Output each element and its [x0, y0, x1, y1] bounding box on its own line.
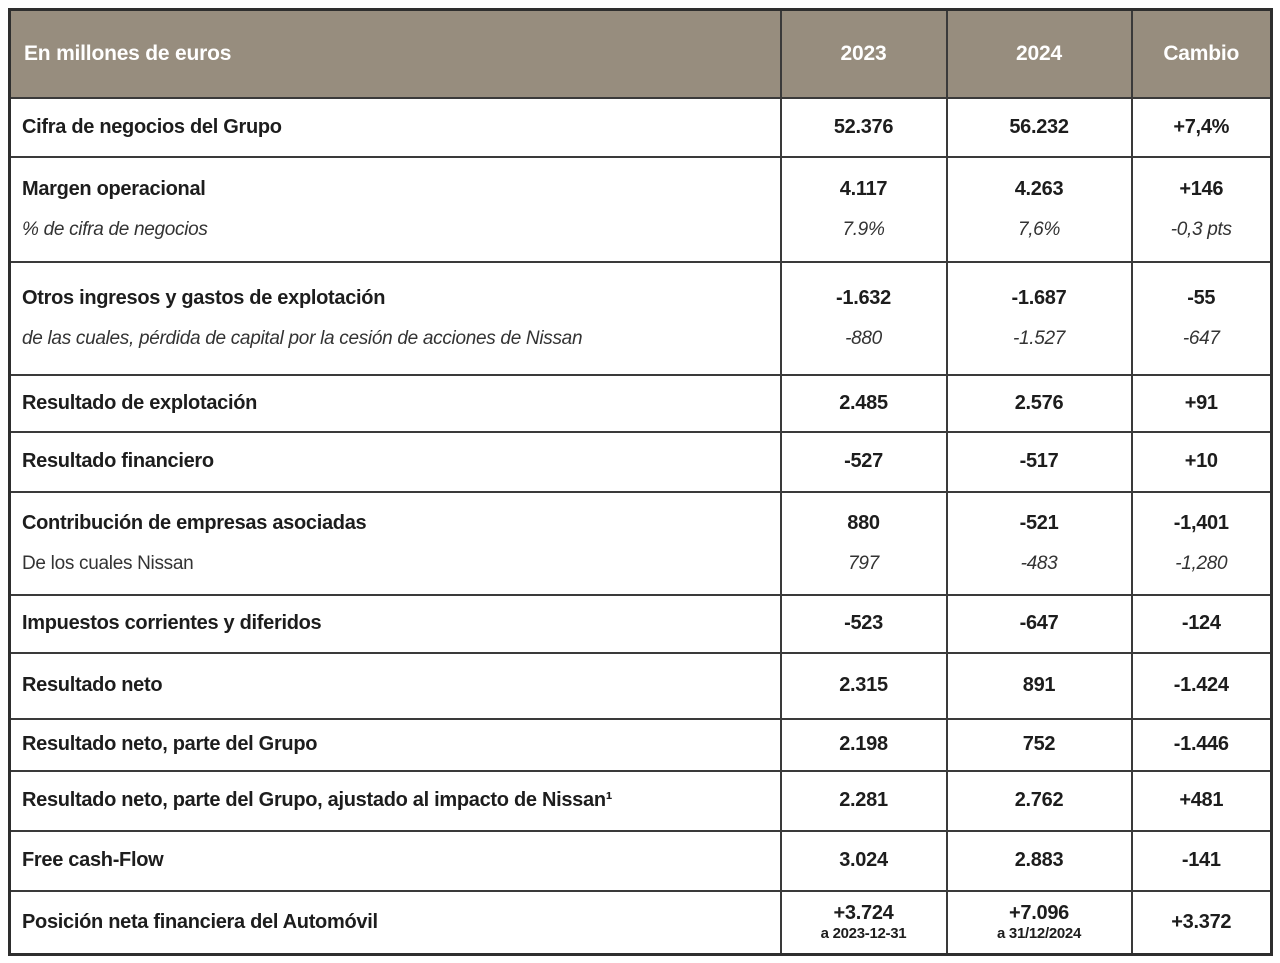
row-label: Resultado neto, parte del Grupo, ajustad…: [8, 769, 782, 832]
sub-value-2023: 7.9%: [842, 218, 885, 240]
value-2024: 2.883: [945, 829, 1133, 892]
value-2024: 2.576: [945, 373, 1133, 433]
value-cambio: -1.424: [1130, 651, 1273, 720]
financial-results-table: En millones de euros 2023 2024 Cambio Ci…: [8, 8, 1273, 956]
sub-row-label: % de cifra de negocios: [22, 218, 208, 240]
value-cambio: +3.372: [1130, 889, 1273, 956]
value-2024: -1.687: [1011, 286, 1067, 309]
row-label: Cifra de negocios del Grupo: [8, 96, 782, 158]
table-row: Cifra de negocios del Grupo 52.376 56.23…: [8, 96, 1273, 158]
value-2023: -527: [779, 430, 948, 493]
value-2023: 2.485: [779, 373, 948, 433]
value-2023: 880: [847, 511, 880, 534]
value-cambio: -124: [1130, 593, 1273, 654]
sub-value-2024: -483: [1020, 552, 1058, 574]
table-row: Resultado de explotación 2.485 2.576 +91: [8, 373, 1273, 433]
row-label: Resultado financiero: [8, 430, 782, 493]
value-2024: -647: [945, 593, 1133, 654]
value-cambio: +91: [1130, 373, 1273, 433]
value-cambio: +7,4%: [1130, 96, 1273, 158]
value-2023: 2.198: [779, 717, 948, 772]
sub-value-cambio: -0,3 pts: [1170, 218, 1232, 240]
value-2023-date-note: a 2023-12-31: [820, 925, 907, 943]
value-2023: 2.315: [779, 651, 948, 720]
value-2024-date-note: a 31/12/2024: [997, 925, 1081, 943]
row-label: Free cash-Flow: [8, 829, 782, 892]
value-2023: 2.281: [779, 769, 948, 832]
table-header: En millones de euros 2023 2024 Cambio: [8, 8, 1273, 99]
value-2024: 891: [945, 651, 1133, 720]
sub-value-cambio: -1,280: [1175, 552, 1228, 574]
value-2024: -517: [945, 430, 1133, 493]
table-row: Free cash-Flow 3.024 2.883 -141: [8, 829, 1273, 892]
sub-value-2024: -1.527: [1012, 327, 1066, 349]
header-col-cambio: Cambio: [1130, 8, 1273, 99]
value-2023: -1.632: [836, 286, 891, 309]
table-row: Resultado neto, parte del Grupo, ajustad…: [8, 769, 1273, 832]
table-row: Margen operacional % de cifra de negocio…: [8, 155, 1273, 263]
value-2024: 2.762: [945, 769, 1133, 832]
header-row: En millones de euros 2023 2024 Cambio: [8, 8, 1273, 99]
value-cambio: -1,401: [1173, 511, 1229, 534]
sub-value-2024: 7,6%: [1017, 218, 1061, 240]
row-label: Resultado de explotación: [8, 373, 782, 433]
value-2024: 56.232: [945, 96, 1133, 158]
sub-row-label: De los cuales Nissan: [22, 552, 194, 574]
table-row: Posición neta financiera del Automóvil +…: [8, 889, 1273, 956]
sub-row-label: de las cuales, pérdida de capital por la…: [22, 327, 583, 349]
header-unit-label: En millones de euros: [8, 8, 782, 99]
header-col-2024: 2024: [945, 8, 1133, 99]
value-2023: 52.376: [779, 96, 948, 158]
row-label: Posición neta financiera del Automóvil: [8, 889, 782, 956]
row-label: Contribución de empresas asociadas: [22, 511, 367, 534]
row-label: Resultado neto, parte del Grupo: [8, 717, 782, 772]
row-label: Otros ingresos y gastos de explotación: [22, 286, 386, 309]
table-row: Otros ingresos y gastos de explotación d…: [8, 260, 1273, 376]
value-2023: -523: [779, 593, 948, 654]
row-label: Resultado neto: [8, 651, 782, 720]
value-cambio: +481: [1130, 769, 1273, 832]
table-row: Impuestos corrientes y diferidos -523 -6…: [8, 593, 1273, 654]
sub-value-2023: -880: [845, 327, 882, 349]
sub-value-cambio: -647: [1182, 327, 1220, 349]
value-2023: +3.724: [833, 902, 894, 925]
row-label: Impuestos corrientes y diferidos: [8, 593, 782, 654]
table-row: Resultado financiero -527 -517 +10: [8, 430, 1273, 493]
table-row: Resultado neto 2.315 891 -1.424: [8, 651, 1273, 720]
value-cambio: -55: [1187, 286, 1216, 309]
value-2023: 3.024: [779, 829, 948, 892]
value-2024: 4.263: [1014, 177, 1064, 200]
table-row: Resultado neto, parte del Grupo 2.198 75…: [8, 717, 1273, 772]
value-2023: 4.117: [839, 177, 888, 200]
value-cambio: -141: [1130, 829, 1273, 892]
value-2024: 752: [945, 717, 1133, 772]
value-cambio: +146: [1179, 177, 1224, 200]
value-2024: +7.096: [1009, 902, 1069, 925]
value-2024: -521: [1019, 511, 1059, 534]
value-cambio: +10: [1130, 430, 1273, 493]
row-label: Margen operacional: [22, 177, 206, 200]
header-col-2023: 2023: [779, 8, 948, 99]
value-cambio: -1.446: [1130, 717, 1273, 772]
table-row: Contribución de empresas asociadas De lo…: [8, 490, 1273, 596]
sub-value-2023: 797: [848, 552, 879, 574]
